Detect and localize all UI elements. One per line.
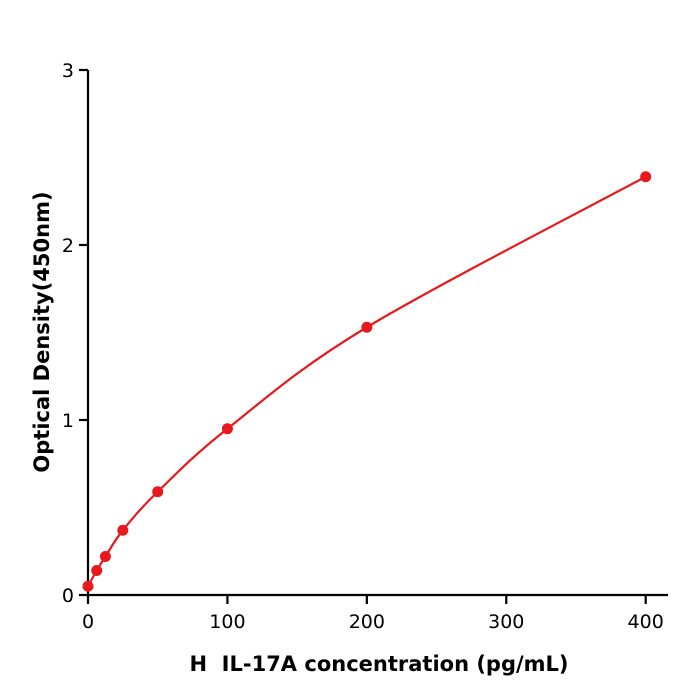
x-tick-label: 300 bbox=[488, 611, 524, 633]
data-point bbox=[82, 580, 94, 592]
y-tick-label: 1 bbox=[62, 410, 74, 432]
y-tick-label: 2 bbox=[62, 235, 74, 257]
data-point bbox=[99, 551, 111, 562]
data-point bbox=[152, 486, 164, 498]
data-point bbox=[117, 524, 129, 536]
data-point bbox=[640, 171, 652, 183]
x-tick-label: 200 bbox=[349, 611, 385, 633]
x-tick-label: 400 bbox=[628, 611, 664, 633]
data-point bbox=[91, 565, 103, 576]
y-axis-label: Optical Density(450nm) bbox=[30, 191, 54, 473]
data-point bbox=[361, 321, 373, 333]
x-tick-label: 100 bbox=[209, 611, 245, 633]
y-tick-label: 3 bbox=[62, 60, 74, 82]
data-point bbox=[221, 423, 233, 435]
y-tick-label: 0 bbox=[62, 585, 74, 607]
axis-spines bbox=[86, 70, 668, 597]
x-tick-label: 0 bbox=[82, 611, 94, 633]
x-axis-label: H IL-17A concentration (pg/mL) bbox=[189, 652, 569, 676]
curve-line bbox=[87, 175, 647, 587]
